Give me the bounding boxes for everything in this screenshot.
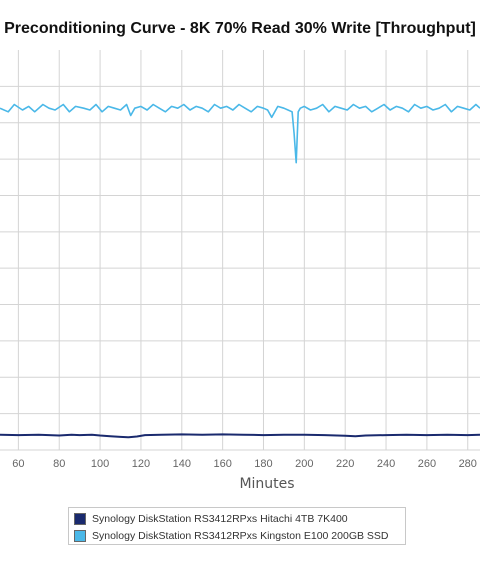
x-tick-label: 260 [418,458,436,470]
legend: Synology DiskStation RS3412RPxs Hitachi … [68,507,406,545]
chart-title: Preconditioning Curve - 8K 70% Read 30% … [4,20,476,37]
x-tick-label: 200 [295,458,313,470]
x-tick-label: 280 [459,458,477,470]
legend-item-kingston[interactable]: Synology DiskStation RS3412RPxs Kingston… [69,527,405,544]
legend-swatch-hitachi [74,512,86,525]
series-lines [0,103,480,439]
x-tick-label: 80 [53,458,65,470]
series-line-hitachi [0,433,480,439]
x-tick-label: 100 [91,458,109,470]
x-tick-labels: 60 80 100 120 140 160 180 200 220 240 260 280 [12,458,477,470]
plot-area [0,50,480,450]
legend-item-hitachi[interactable]: Synology DiskStation RS3412RPxs Hitachi … [69,510,405,527]
series-line-kingston [0,103,480,164]
legend-label-kingston: Synology DiskStation RS3412RPxs Kingston… [92,529,389,542]
x-axis-label: Minutes [239,476,295,492]
x-tick-label: 220 [336,458,354,470]
x-tick-label: 160 [213,458,231,470]
x-tick-label: 140 [173,458,191,470]
x-tick-label: 180 [254,458,272,470]
grid-lines [0,50,480,451]
x-tick-label: 60 [12,458,24,470]
legend-label-hitachi: Synology DiskStation RS3412RPxs Hitachi … [92,512,348,525]
x-tick-label: 120 [132,458,150,470]
legend-swatch-kingston [74,529,86,542]
x-tick-label: 240 [377,458,395,470]
